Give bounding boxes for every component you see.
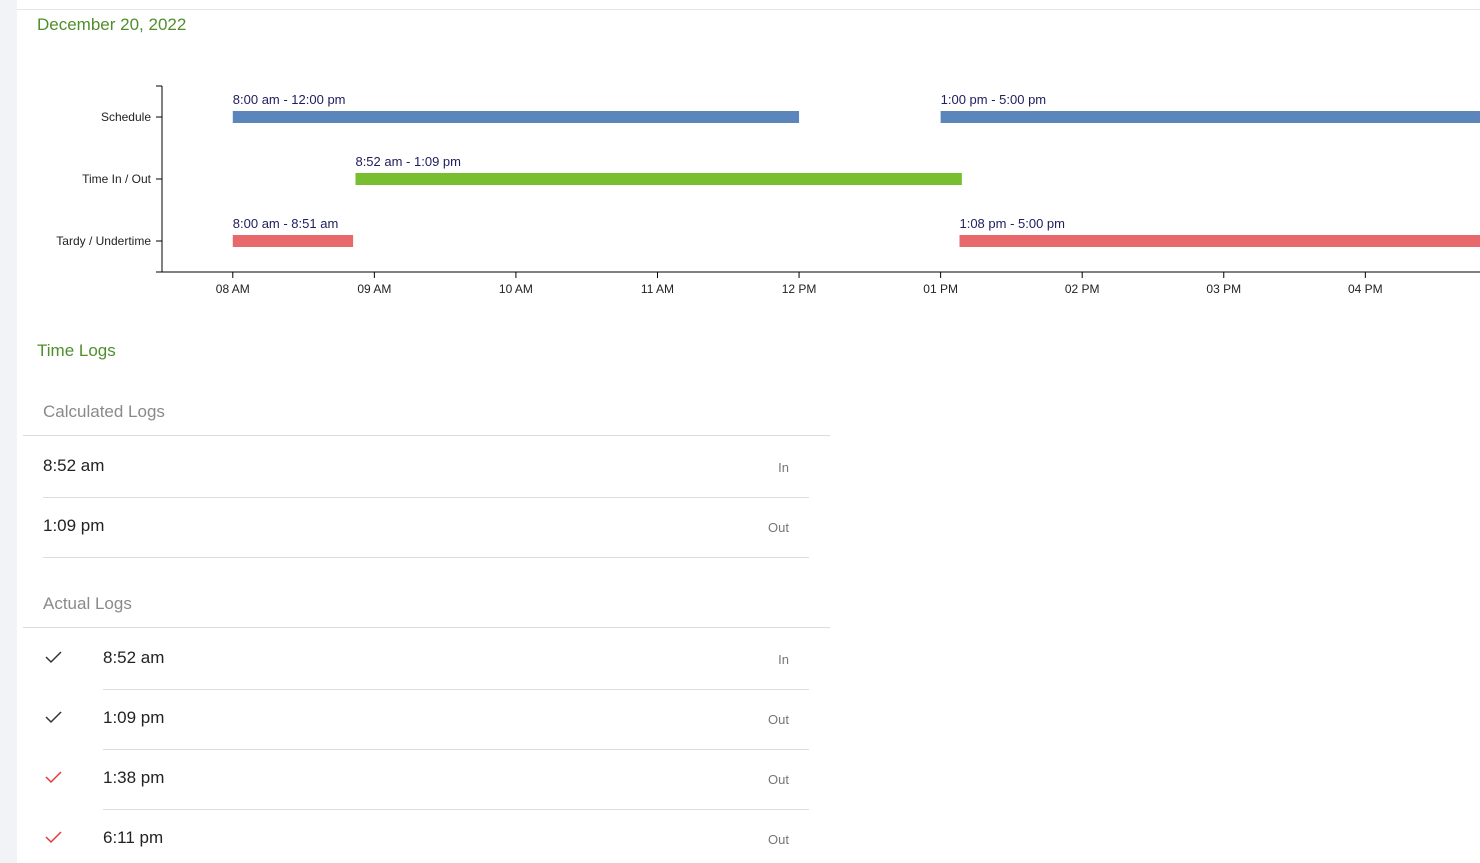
bar-label: 8:00 am - 8:51 am (233, 216, 339, 231)
section-title: Time Logs (37, 341, 116, 360)
bar (940, 111, 1480, 123)
check-mark (45, 771, 62, 784)
check-icon (45, 651, 62, 664)
x-tick-label: 04 PM (1348, 282, 1383, 296)
side-strip (0, 0, 17, 863)
divider (23, 435, 830, 436)
bar (355, 173, 962, 185)
divider (103, 689, 809, 690)
check-mark (45, 831, 62, 844)
subsection-title: Actual Logs (43, 594, 132, 613)
log-type: Out (768, 712, 789, 727)
divider (43, 557, 809, 558)
y-tick-label: Schedule (101, 110, 151, 124)
log-type: Out (768, 772, 789, 787)
bar-label: 8:00 am - 12:00 pm (233, 92, 346, 107)
bar (232, 111, 800, 123)
timeline-chart: Schedule Time In / Out Tardy / Undertime 08… (56, 85, 1480, 296)
check-icon (45, 771, 62, 784)
log-type: Out (768, 832, 789, 847)
x-tick-label: 03 PM (1206, 282, 1241, 296)
x-tick-label: 11 AM (641, 282, 674, 296)
check-mark (45, 651, 62, 664)
bar-label: 8:52 am - 1:09 pm (355, 154, 461, 169)
check-icon (45, 711, 62, 724)
date-title: December 20, 2022 (37, 15, 187, 34)
bar (959, 235, 1480, 247)
log-time: 8:52 am (43, 456, 105, 475)
log-time: 1:09 pm (43, 516, 105, 535)
log-type: In (778, 652, 789, 667)
divider (23, 627, 830, 628)
top-border (17, 9, 1480, 10)
log-type: In (778, 460, 789, 475)
check-icon (45, 831, 62, 844)
x-tick-label: 09 AM (357, 282, 391, 296)
bar (232, 235, 354, 247)
x-tick-label: 12 PM (782, 282, 817, 296)
y-tick-label: Tardy / Undertime (56, 234, 151, 248)
y-tick-label: Time In / Out (82, 172, 152, 186)
log-time: 8:52 am (103, 648, 165, 667)
bar-label: 1:00 pm - 5:00 pm (941, 92, 1047, 107)
x-tick-label: 01 PM (923, 282, 958, 296)
log-time: 1:38 pm (103, 768, 165, 787)
log-time: 6:11 pm (103, 828, 164, 847)
log-time: 1:09 pm (103, 708, 165, 727)
log-type: Out (768, 520, 789, 535)
divider (103, 749, 809, 750)
divider (43, 497, 809, 498)
subsection-title: Calculated Logs (43, 402, 165, 421)
divider (103, 809, 809, 810)
check-mark (45, 711, 62, 724)
x-tick-label: 10 AM (499, 282, 533, 296)
bar-label: 1:08 pm - 5:00 pm (959, 216, 1064, 231)
x-tick-label: 02 PM (1065, 282, 1100, 296)
x-tick-label: 08 AM (216, 282, 250, 296)
